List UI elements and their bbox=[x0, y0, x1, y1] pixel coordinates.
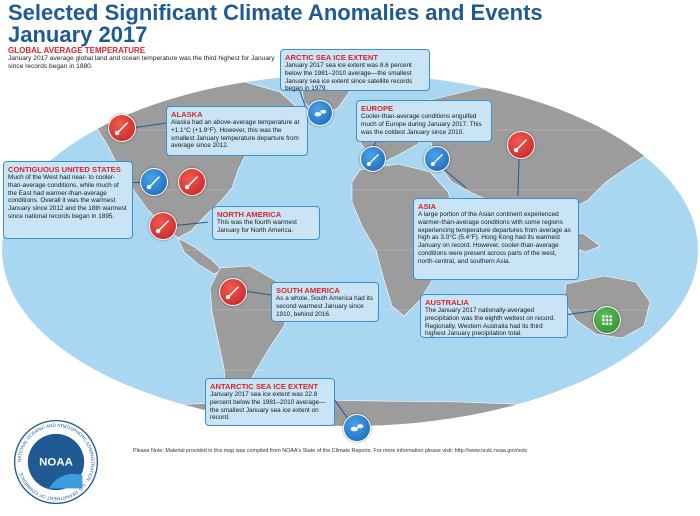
asia-heading: ASIA bbox=[418, 202, 437, 211]
europe-heading: EUROPE bbox=[361, 104, 394, 113]
south-america-warm-badge bbox=[219, 278, 247, 306]
global-temp-heading: GLOBAL AVERAGE TEMPERATURE bbox=[8, 46, 146, 55]
thermometer-cold-icon bbox=[146, 176, 160, 190]
callout-arctic: ARCTIC SEA ICE EXTENT January 2017 sea i… bbox=[280, 49, 430, 93]
noaa-logo: NATIONAL OCEANIC AND ATMOSPHERIC ADMINIS… bbox=[13, 419, 99, 505]
title-line-2: January 2017 bbox=[8, 22, 148, 47]
antarctic-heading: ANTARCTIC SEA ICE EXTENT bbox=[210, 382, 319, 391]
thermometer-warm-icon bbox=[225, 286, 239, 300]
callout-australia: AUSTRALIA The January 2017 nationally-av… bbox=[420, 294, 568, 338]
us-west-cold-badge bbox=[140, 168, 168, 196]
asia-warm-badge bbox=[507, 131, 535, 159]
south-america-heading: SOUTH AMERICA bbox=[276, 286, 340, 295]
australia-heading: AUSTRALIA bbox=[425, 298, 469, 307]
australia-wet-badge bbox=[593, 306, 621, 334]
antarctic-ice-badge bbox=[343, 414, 371, 442]
global-temp-text: January 2017 average global land and oce… bbox=[8, 55, 275, 70]
alaska-warm-badge bbox=[108, 114, 136, 142]
callout-north-america: NORTH AMERICA This was the fourth warmes… bbox=[212, 206, 320, 240]
callout-antarctic: ANTARCTIC SEA ICE EXTENT January 2017 se… bbox=[205, 378, 335, 426]
leader-us bbox=[120, 182, 156, 183]
asia-text: A large portion of the Asian continent e… bbox=[418, 211, 571, 265]
callout-europe: EUROPE Cooler-than-average conditions en… bbox=[356, 100, 492, 142]
land-new-zealand bbox=[663, 333, 677, 357]
thermometer-warm-icon bbox=[155, 220, 169, 234]
contiguous-us-text: Much of the West had near- to cooler-tha… bbox=[8, 174, 127, 220]
arctic-text: January 2017 sea ice extent was 8.6 perc… bbox=[285, 62, 413, 93]
antarctic-text: January 2017 sea ice extent was 22.8 per… bbox=[210, 391, 326, 422]
asia-cold-badge bbox=[424, 146, 450, 172]
rain-drops-icon bbox=[602, 315, 612, 325]
title-line-1: Selected Significant Climate Anomalies a… bbox=[8, 0, 543, 25]
callout-alaska: ALASKA Alaska had an above-average tempe… bbox=[166, 106, 308, 156]
world-map bbox=[2, 74, 698, 426]
north-america-text: This was the fourth warmest January for … bbox=[217, 219, 297, 234]
callout-asia: ASIA A large portion of the Asian contin… bbox=[413, 198, 579, 280]
sea-ice-icon bbox=[314, 109, 326, 116]
alaska-heading: ALASKA bbox=[171, 110, 203, 119]
map-title: Selected Significant Climate Anomalies a… bbox=[8, 2, 568, 46]
thermometer-warm-icon bbox=[184, 176, 198, 190]
noaa-logo-text: NOAA bbox=[39, 457, 73, 469]
callout-contiguous-us: CONTIGUOUS UNITED STATES Much of the Wes… bbox=[3, 161, 133, 239]
thermometer-cold-icon bbox=[430, 153, 443, 166]
sea-ice-icon bbox=[350, 424, 364, 432]
arctic-ice-badge bbox=[307, 100, 333, 126]
europe-text: Cooler-than-average conditions engulfed … bbox=[361, 113, 482, 136]
thermometer-cold-icon bbox=[366, 153, 379, 166]
us-east-warm-badge bbox=[178, 168, 206, 196]
south-america-text: As a whole, South America had its second… bbox=[276, 295, 373, 318]
thermometer-warm-icon bbox=[513, 139, 527, 153]
north-america-warm-badge bbox=[149, 212, 177, 240]
arctic-heading: ARCTIC SEA ICE EXTENT bbox=[285, 53, 378, 62]
callout-south-america: SOUTH AMERICA As a whole, South America … bbox=[271, 282, 379, 322]
australia-text: The January 2017 nationally-averaged pre… bbox=[425, 307, 556, 338]
contiguous-us-heading: CONTIGUOUS UNITED STATES bbox=[8, 165, 121, 174]
source-note: Please Note: Material provided in this m… bbox=[133, 448, 528, 454]
alaska-text: Alaska had an above-average temperature … bbox=[171, 119, 300, 150]
thermometer-warm-icon bbox=[114, 122, 128, 136]
europe-cold-badge bbox=[360, 146, 386, 172]
north-america-heading: NORTH AMERICA bbox=[217, 210, 282, 219]
